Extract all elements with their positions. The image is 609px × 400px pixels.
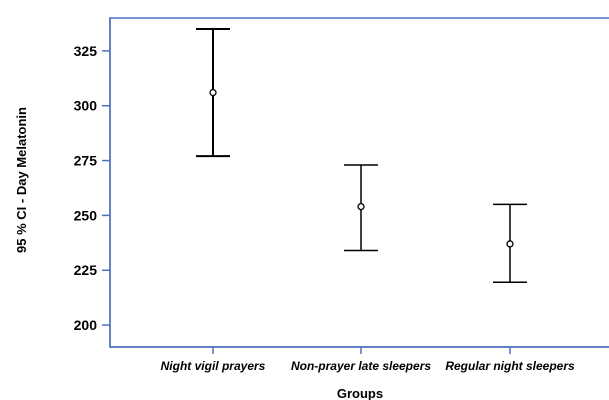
y-tick-label: 300 <box>74 98 98 114</box>
x-tick-label: Night vigil prayers <box>161 359 266 373</box>
y-tick-label: 225 <box>74 262 98 278</box>
x-axis-ticks: Night vigil prayers Non-prayer late sleep… <box>161 347 575 373</box>
x-axis-label: Groups <box>337 386 383 400</box>
mean-point <box>506 240 514 248</box>
error-bars <box>196 27 527 284</box>
y-axis-label: 95 % CI - Day Melatonin <box>14 107 29 253</box>
x-tick-label: Regular night sleepers <box>445 359 575 373</box>
y-tick-label: 250 <box>74 207 98 223</box>
mean-point <box>209 88 217 97</box>
plot-frame <box>109 17 609 348</box>
y-tick-label: 200 <box>74 317 98 333</box>
x-tick-label: Non-prayer late sleepers <box>291 359 431 373</box>
y-tick-label: 275 <box>74 153 98 169</box>
mean-point <box>357 202 365 211</box>
y-axis-ticks: 200 225 250 275 300 325 <box>74 43 110 333</box>
y-tick-label: 325 <box>74 43 98 59</box>
